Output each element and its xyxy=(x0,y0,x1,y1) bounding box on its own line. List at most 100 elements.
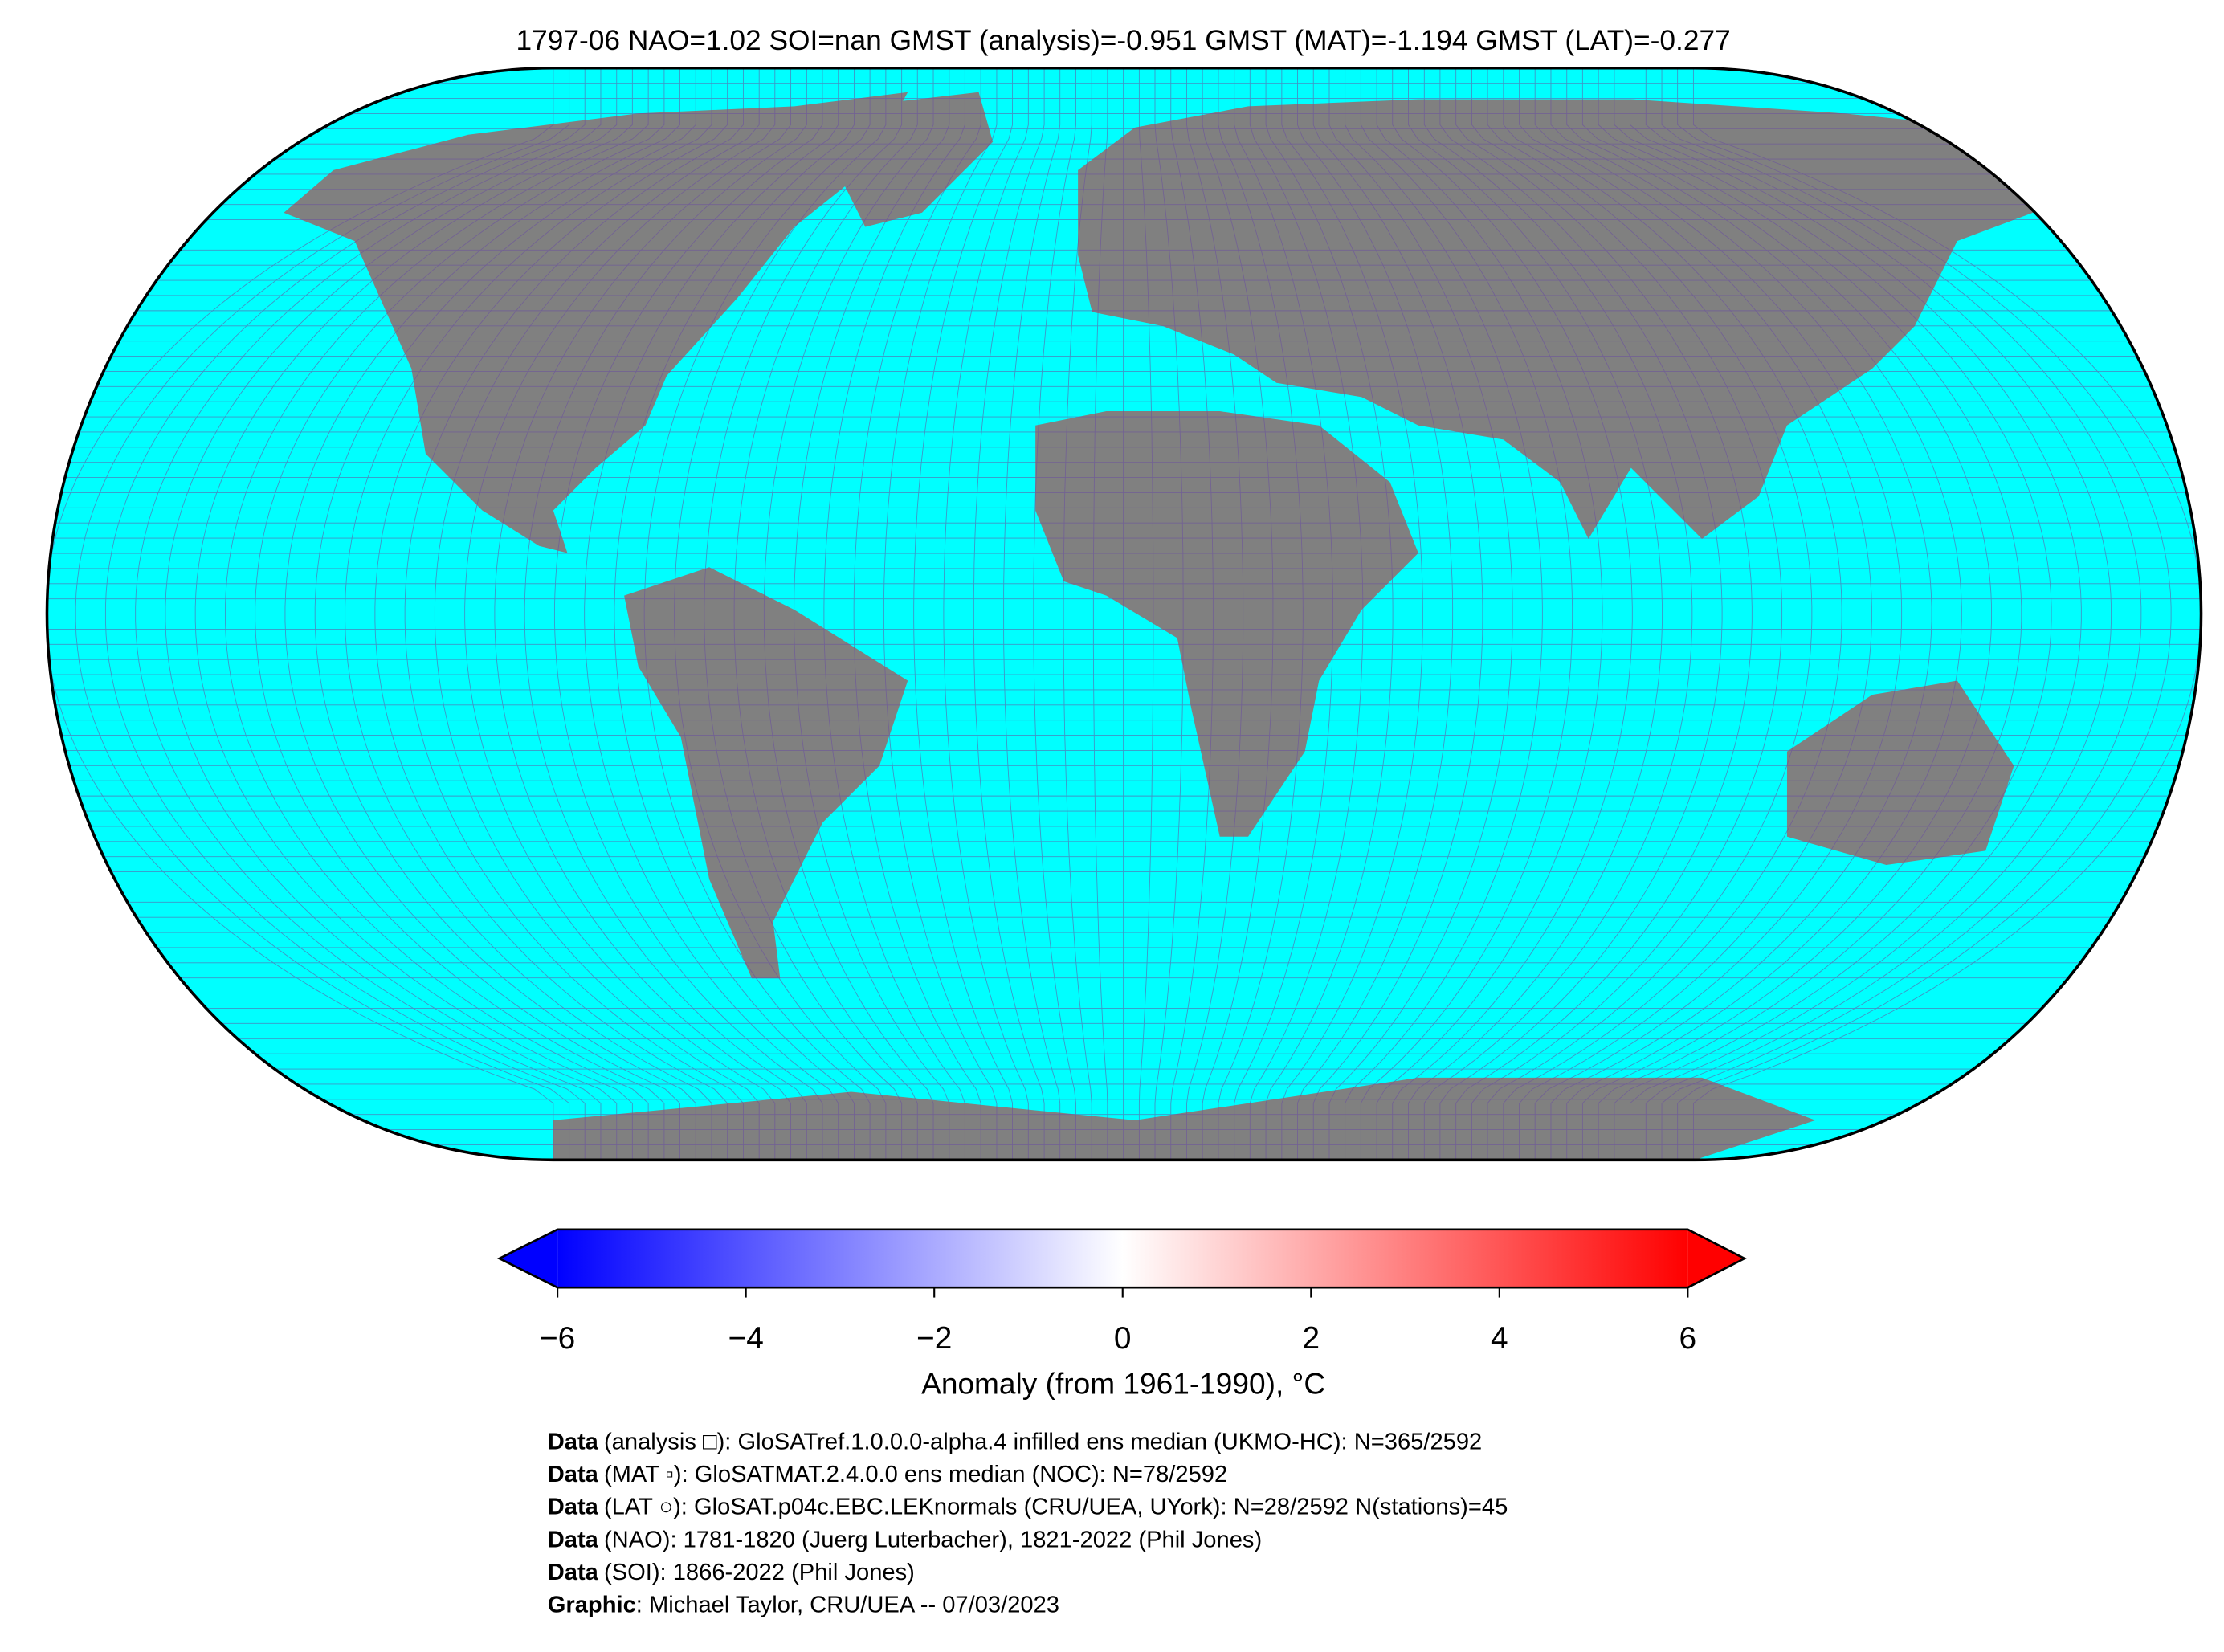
footer-line: Graphic: Michael Taylor, CRU/UEA -- 07/0… xyxy=(548,1593,1059,1618)
meridian xyxy=(584,67,839,1160)
meridian xyxy=(733,67,918,1160)
meridian xyxy=(943,67,1029,1160)
title: 1797-06 NAO=1.02 SOI=nan GMST (analysis)… xyxy=(516,25,1731,56)
colorbar-tick-label: 2 xyxy=(1302,1321,1320,1356)
meridian xyxy=(1471,67,1783,1160)
meridian xyxy=(1138,67,1154,1160)
meridian xyxy=(224,67,649,1160)
footer-line: Data (LAT ○): GloSAT.p04c.EBC.LEKnormals … xyxy=(548,1495,1508,1520)
colorbar-label: Anomaly (from 1961-1990), °C xyxy=(921,1367,1325,1401)
meridian xyxy=(314,67,696,1160)
meridian xyxy=(47,67,554,1160)
footer-line: Data (MAT ▫): GloSATMAT.2.4.0.0 ens media… xyxy=(548,1462,1227,1487)
meridian xyxy=(1033,67,1076,1160)
meridian xyxy=(973,67,1045,1160)
meridian xyxy=(1455,67,1753,1160)
meridian xyxy=(374,67,728,1160)
meridian xyxy=(1003,67,1061,1160)
map xyxy=(45,66,2203,1162)
meridian xyxy=(1677,67,2172,1160)
meridian xyxy=(1581,67,1993,1160)
meridian xyxy=(1645,67,2112,1160)
meridian xyxy=(1186,67,1244,1160)
meridian xyxy=(1534,67,1903,1160)
meridian xyxy=(1234,67,1334,1160)
meridian xyxy=(553,67,823,1160)
meridian xyxy=(165,67,618,1160)
colorbar-tick-label: 0 xyxy=(1114,1321,1132,1356)
meridian xyxy=(1550,67,1932,1160)
meridian xyxy=(1439,67,1723,1160)
footer: Data (analysis □): GloSATref.1.0.0.0-alph… xyxy=(548,1430,1508,1618)
meridian xyxy=(1265,67,1394,1160)
meridian xyxy=(464,67,776,1160)
meridian xyxy=(1487,67,1813,1160)
meridian xyxy=(1519,67,1872,1160)
land xyxy=(284,92,2071,1160)
meridian xyxy=(763,67,934,1160)
meridian xyxy=(494,67,792,1160)
colorbar: −6 −4 −2 0 2 4 6 xyxy=(496,1228,1747,1356)
meridian xyxy=(704,67,903,1160)
meridian xyxy=(404,67,744,1160)
colorbar-tick-label: −4 xyxy=(728,1321,764,1356)
meridian xyxy=(1154,67,1184,1160)
meridian xyxy=(255,67,665,1160)
colorbar-body xyxy=(557,1229,1688,1288)
colorbar-min-arrow xyxy=(499,1229,558,1288)
meridian xyxy=(1630,67,2082,1160)
footer-bold: Data xyxy=(548,1430,599,1455)
footer-text: : Michael Taylor, CRU/UEA -- 07/03/2023 xyxy=(636,1593,1059,1618)
meridian xyxy=(823,67,965,1160)
meridian xyxy=(1170,67,1214,1160)
meridian xyxy=(1249,67,1364,1160)
meridian xyxy=(345,67,712,1160)
meridian xyxy=(794,67,950,1160)
footer-line: Data (analysis □): GloSATref.1.0.0.0-alph… xyxy=(548,1430,1482,1455)
meridian xyxy=(1218,67,1304,1160)
meridian xyxy=(1297,67,1454,1160)
meridian xyxy=(1566,67,1962,1160)
footer-bold: Data xyxy=(548,1495,599,1520)
meridian xyxy=(853,67,981,1160)
footer-bold: Data xyxy=(548,1560,599,1585)
meridian xyxy=(1376,67,1603,1160)
colorbar-tick-label: 6 xyxy=(1679,1321,1697,1356)
footer-line: Data (SOI): 1866-2022 (Phil Jones) xyxy=(548,1560,915,1585)
meridian xyxy=(1312,67,1483,1160)
footer-bold: Data xyxy=(548,1462,599,1487)
meridian xyxy=(1092,67,1108,1160)
meridian xyxy=(1392,67,1633,1160)
colorbar-tick-label: −6 xyxy=(540,1321,575,1356)
meridian xyxy=(614,67,855,1160)
meridian xyxy=(135,67,602,1160)
colorbar-tick-label: 4 xyxy=(1491,1321,1508,1356)
meridian xyxy=(1408,67,1663,1160)
meridian xyxy=(913,67,1013,1160)
graticule xyxy=(47,67,2202,1160)
colorbar-max-arrow xyxy=(1687,1229,1745,1288)
meridian xyxy=(104,67,586,1160)
footer-text: (LAT ○): GloSAT.p04c.EBC.LEKnormals (CRU… xyxy=(604,1495,1508,1520)
meridian xyxy=(194,67,633,1160)
map-border xyxy=(45,66,2203,1162)
footer-text: (analysis □): GloSATref.1.0.0.0-alpha.4 … xyxy=(604,1430,1482,1455)
meridian xyxy=(1360,67,1573,1160)
meridian xyxy=(883,67,998,1160)
footer-bold: Graphic xyxy=(548,1593,636,1618)
meridian xyxy=(1202,67,1274,1160)
meridian xyxy=(434,67,760,1160)
meridian xyxy=(643,67,871,1160)
footer-bold: Data xyxy=(548,1527,599,1552)
meridian xyxy=(524,67,807,1160)
footer-text: (SOI): 1866-2022 (Phil Jones) xyxy=(604,1560,915,1585)
colorbar-tick-label: −2 xyxy=(916,1321,952,1356)
meridian xyxy=(1503,67,1842,1160)
meridian xyxy=(1345,67,1543,1160)
meridian xyxy=(1063,67,1092,1160)
meridian xyxy=(1614,67,2052,1160)
meridian xyxy=(75,67,570,1160)
meridian xyxy=(674,67,887,1160)
meridian xyxy=(1423,67,1693,1160)
